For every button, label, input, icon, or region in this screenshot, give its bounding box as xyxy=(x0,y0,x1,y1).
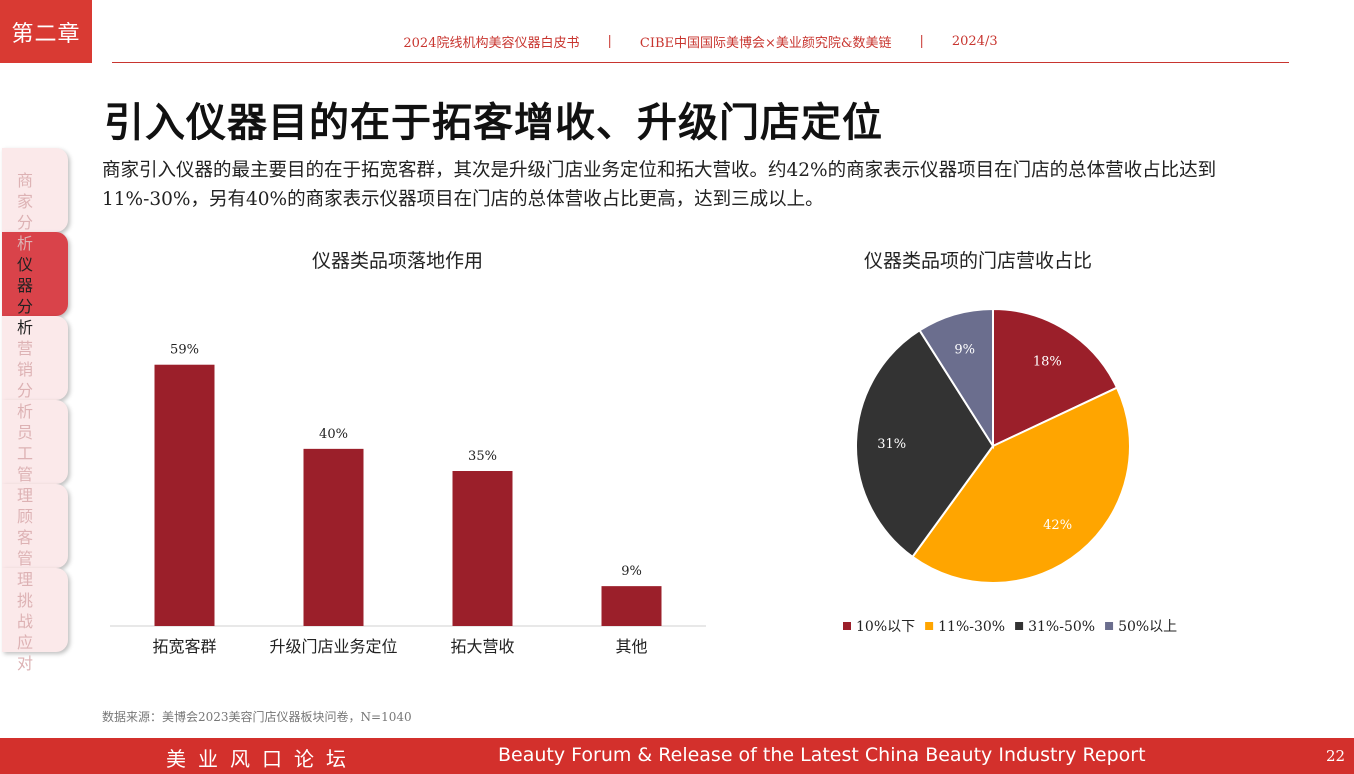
sidebar-label-shangjia: 商家分析 xyxy=(16,171,33,253)
footer-forum-name: 美业风口论坛 xyxy=(166,747,358,771)
header-organizers: CIBE中国国际美博会×美业颜究院&数美链 xyxy=(639,36,892,51)
pie-chart-title: 仪器类品项的门店营收占比 xyxy=(864,250,1093,272)
pie-value-label: 18% xyxy=(1033,354,1062,369)
page-number: 22 xyxy=(1326,747,1346,765)
legend-label: 11%-30% xyxy=(938,619,1005,635)
sidebar-label-yuangong: 员工管理 xyxy=(16,423,33,505)
bar-4 xyxy=(601,586,662,626)
bar-value-label: 40% xyxy=(319,427,348,442)
bar-category-label: 升级门店业务定位 xyxy=(269,637,397,656)
sidebar-tab-6[interactable] xyxy=(2,568,68,652)
pie-slice-3 xyxy=(855,328,995,559)
page-title: 引入仪器目的在于拓客增收、升级门店定位 xyxy=(104,99,883,146)
header-separator: | xyxy=(607,34,612,49)
legend-label: 31%-50% xyxy=(1028,619,1095,635)
header-date: 2024/3 xyxy=(951,34,998,49)
sidebar-label-yiqi: 仪器分析 xyxy=(16,255,33,337)
legend-label: 50%以上 xyxy=(1118,619,1177,635)
bar-value-label: 35% xyxy=(468,449,497,464)
sidebar-tab-5[interactable] xyxy=(2,484,68,568)
bar-3 xyxy=(452,471,513,626)
header-report-name: 2024院线机构美容仪器白皮书 xyxy=(403,36,580,51)
bar-category-label: 拓大营收 xyxy=(450,637,514,656)
sidebar-label-yingxiao: 营销分析 xyxy=(16,339,33,421)
pie-value-label: 42% xyxy=(1043,518,1072,533)
sidebar-label-guke: 顾客管理 xyxy=(16,507,33,589)
pie-slice-4 xyxy=(918,307,994,450)
data-source-note: 数据来源：美博会2023美容门店仪器板块问卷，N=1040 xyxy=(102,710,412,724)
bar-value-label: 59% xyxy=(170,343,199,358)
legend-swatch xyxy=(843,622,851,630)
legend-swatch xyxy=(1105,622,1114,630)
sidebar-tab-3[interactable] xyxy=(2,316,68,400)
bar-value-label: 9% xyxy=(621,564,642,579)
pie-slice-1 xyxy=(992,307,1119,448)
footer-english-title: Beauty Forum & Release of the Latest Chi… xyxy=(498,744,1146,766)
legend-swatch xyxy=(1015,622,1024,630)
bar-2 xyxy=(303,448,364,626)
pie-value-label: 31% xyxy=(877,437,906,452)
header-bar: 2024院线机构美容仪器白皮书 | CIBE中国国际美博会×美业颜究院&数美链 … xyxy=(112,32,1289,51)
intro-paragraph: 商家引入仪器的最主要目的在于拓宽客群，其次是升级门店业务定位和拓大营收。约42%… xyxy=(102,160,1217,210)
header-rule xyxy=(112,62,1289,63)
header-separator: | xyxy=(919,34,924,49)
sidebar-tab-1[interactable] xyxy=(2,148,68,232)
sidebar-label-tiaozhan: 挑战应对 xyxy=(16,591,33,673)
bar-category-label: 其他 xyxy=(615,637,647,656)
bar-category-label: 拓宽客群 xyxy=(152,637,216,656)
legend-swatch xyxy=(925,622,934,630)
pie-value-label: 9% xyxy=(954,343,975,358)
chapter-tag: 第二章 xyxy=(0,0,92,63)
legend-label: 10%以下 xyxy=(856,619,915,635)
sidebar-tab-4[interactable] xyxy=(2,400,68,484)
footer-bar: 美业风口论坛 Beauty Forum & Release of the Lat… xyxy=(0,738,1354,774)
pie-slice-2 xyxy=(911,386,1131,584)
bar-1 xyxy=(154,364,215,626)
sidebar-tab-2[interactable] xyxy=(2,232,68,316)
bar-chart-title: 仪器类品项落地作用 xyxy=(312,250,484,272)
